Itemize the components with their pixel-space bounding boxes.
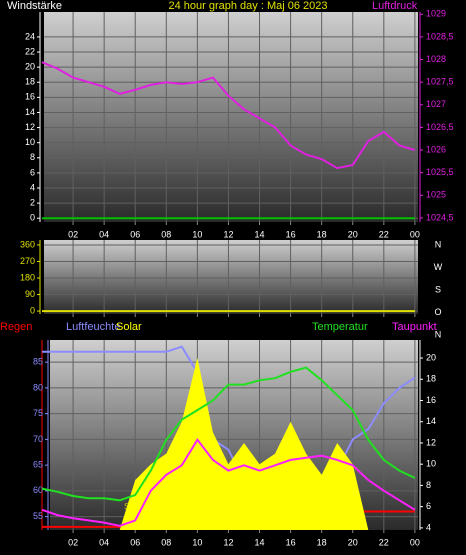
y2-tick-label: 10 (426, 459, 436, 469)
x-tick-label: 06 (130, 229, 140, 239)
y-tick-label: 20 (25, 62, 35, 72)
x-tick-label: 22 (379, 537, 389, 547)
wind-label: Windstärke (7, 0, 62, 12)
y-tick-label: 8 (30, 152, 35, 162)
x-tick-label: 16 (286, 229, 296, 239)
x-tick-label: 18 (317, 537, 327, 547)
y-tick-label: 14 (25, 107, 35, 117)
y-tick-label: 360 (20, 239, 35, 249)
y2-tick-label: 1026,5 (426, 122, 454, 132)
y2-tick-label: 20 (426, 352, 436, 362)
y-tick-label: 16 (25, 92, 35, 102)
x-tick-label: 08 (161, 229, 171, 239)
y-tick-label: 180 (20, 272, 35, 282)
line (41, 366, 416, 502)
legend-solar: Solar (116, 321, 142, 333)
y2-tick-label: 1027,5 (426, 77, 454, 87)
y-tick-label: 270 (20, 256, 35, 266)
pressure-label: Luftdruck (372, 0, 418, 12)
y-tick-label: 6 (30, 167, 35, 177)
area (42, 358, 415, 530)
x-tick-label: 04 (99, 229, 109, 239)
y2-tick-label: 1024,5 (426, 212, 454, 222)
y-tick-label: 90 (25, 289, 35, 299)
y2-tick-label: 1026 (426, 144, 446, 154)
y2-tick-label: 12 (426, 437, 436, 447)
y2-tick-label: 1025 (426, 190, 446, 200)
x-tick-label: 14 (255, 537, 265, 547)
x-tick-label: 20 (348, 229, 358, 239)
y-tick-label: 65 (33, 459, 43, 469)
y2-tick-label: 1028 (426, 54, 446, 64)
y2-tick-label: 1027 (426, 99, 446, 109)
x-tick-label: 06 (130, 537, 140, 547)
y-tick-label: 0 (30, 305, 35, 315)
y-tick-label: 80 (33, 382, 43, 392)
x-tick-label: 14 (255, 229, 265, 239)
compass-label: W (434, 262, 443, 272)
line (41, 438, 416, 527)
x-tick-label: 08 (161, 537, 171, 547)
y2-tick-label: 6 (426, 501, 431, 511)
legend-dewpoint: Taupunkt (392, 321, 437, 333)
y2-tick-label: 1028,5 (426, 31, 454, 41)
line (42, 345, 416, 508)
compass-label: S (435, 284, 441, 294)
compass-label: O (434, 307, 441, 317)
y-tick-label: 85 (33, 357, 43, 367)
y-tick-label: 70 (33, 434, 43, 444)
y2-tick-label: 1029 (426, 9, 446, 19)
y-tick-label: 75 (33, 408, 43, 418)
y-tick-label: 10 (25, 137, 35, 147)
compass-label: N (435, 329, 442, 339)
y2-tick-label: 4 (426, 522, 431, 532)
x-tick-label: 20 (348, 537, 358, 547)
y-tick-label: 18 (25, 77, 35, 87)
plot-background (44, 240, 418, 314)
y-tick-label: 12 (25, 122, 35, 132)
y2-tick-label: 8 (426, 480, 431, 490)
y-tick-label: 4 (30, 182, 35, 192)
x-tick-label: 00 (410, 229, 420, 239)
y2-tick-label: 1025,5 (426, 167, 454, 177)
y-tick-label: 55 (33, 511, 43, 521)
x-tick-label: 00 (410, 537, 420, 547)
y2-tick-label: 16 (426, 395, 436, 405)
compass-label: N (435, 239, 442, 249)
x-tick-label: 22 (379, 229, 389, 239)
x-tick-label: 12 (223, 229, 233, 239)
y-tick-label: 22 (25, 46, 35, 56)
x-tick-label: 02 (68, 537, 78, 547)
x-tick-label: 18 (317, 229, 327, 239)
x-tick-label: 04 (99, 537, 109, 547)
legend-humidity: Luftfeuchte (66, 321, 120, 333)
legend-temperature: Temperatur (312, 321, 368, 333)
x-tick-label: 02 (68, 229, 78, 239)
x-tick-label: 10 (192, 229, 202, 239)
y-tick-label: 0 (30, 213, 35, 223)
x-tick-label: 12 (223, 537, 233, 547)
y-tick-label: 2 (30, 197, 35, 207)
y2-tick-label: 18 (426, 374, 436, 384)
x-tick-label: 16 (286, 537, 296, 547)
y-tick-label: 24 (25, 31, 35, 41)
y-tick-label: 60 (33, 485, 43, 495)
x-tick-label: 10 (192, 537, 202, 547)
line (41, 61, 416, 170)
legend-rain: Regen (0, 321, 32, 333)
plot-background (44, 12, 418, 222)
y2-tick-label: 14 (426, 416, 436, 426)
chart-title: 24 hour graph day : Maj 06 2023 (168, 0, 327, 12)
